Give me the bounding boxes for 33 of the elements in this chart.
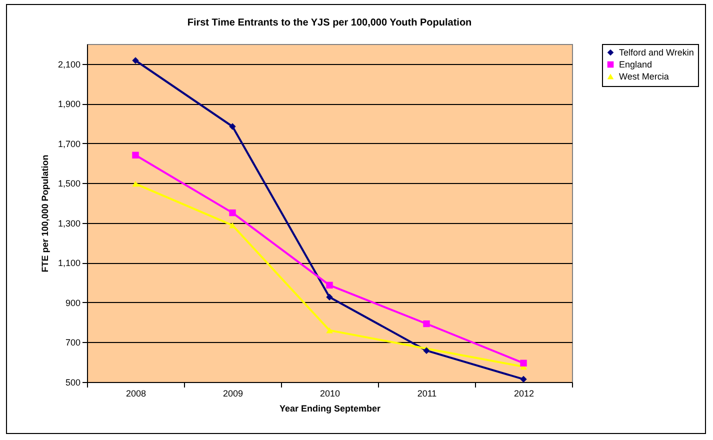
y-tick-label: 1,100 [58,258,80,268]
y-tick-label: 900 [65,298,80,308]
legend-label: Telford and Wrekin [619,48,694,58]
point [520,376,527,383]
x-tick-label: 2011 [417,388,437,398]
point [229,222,236,228]
x-tick-label: 2010 [320,388,340,398]
point [326,327,333,334]
y-axis-title: FTE per 100,000 Population [40,154,50,272]
point [132,152,139,158]
y-tick-label: 1,700 [58,138,80,149]
y-tick-label: 500 [65,378,80,388]
point [229,123,236,130]
y-tick-label: 2,100 [58,59,80,70]
y-tick-label: 1,900 [58,99,80,110]
x-tick-label: 2008 [126,388,146,398]
point [423,320,430,328]
chart-title: First Time Entrants to the YJS per 100,000 Youth Population [187,18,472,28]
x-tick-label: 2009 [222,388,244,398]
y-tick-label: 1,300 [58,218,80,228]
y-tick-label: 700 [65,338,80,348]
point [132,180,139,187]
point [229,209,236,216]
point [326,294,333,300]
point [520,360,527,366]
point [132,57,139,64]
legend-label: England [619,60,652,70]
x-tick-label: 2012 [514,388,534,398]
y-tick-label: 1,500 [58,178,80,189]
x-axis-title: Year Ending September [279,404,382,414]
point [326,282,333,289]
legend-label: West Mercia [619,72,669,82]
point [423,347,430,354]
